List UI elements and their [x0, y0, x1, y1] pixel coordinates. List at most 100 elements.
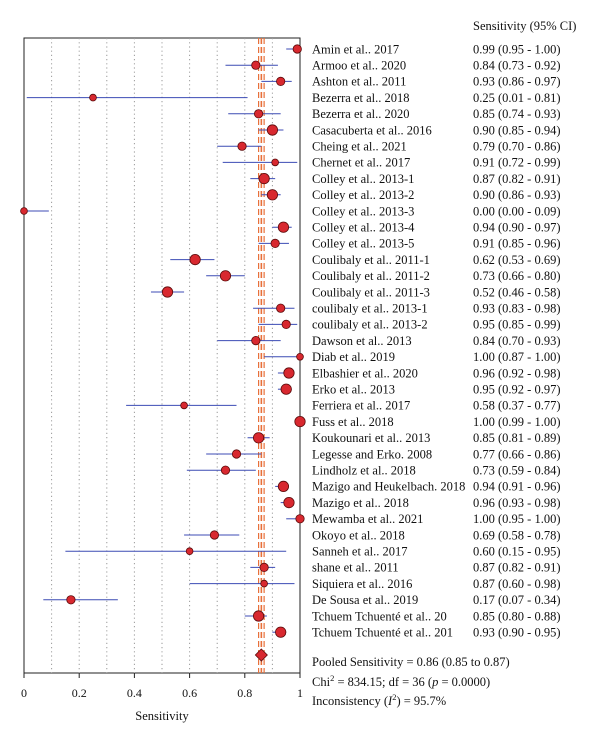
study-point	[231, 449, 242, 459]
study-point	[66, 595, 76, 605]
study-ci-value: 0.17 (0.07 - 0.34)	[473, 593, 561, 607]
study-point	[275, 626, 287, 638]
study-name: De Sousa et al.. 2019	[312, 593, 418, 607]
study-point	[251, 60, 261, 70]
study-ci-value: 1.00 (0.95 - 1.00)	[473, 512, 561, 526]
study-ci-value: 0.84 (0.73 - 0.92)	[473, 59, 561, 73]
study-ci-value: 0.95 (0.85 - 0.99)	[473, 318, 561, 332]
study-ci-value: 1.00 (0.87 - 1.00)	[473, 350, 561, 364]
study-ci-value: 0.95 (0.92 - 0.97)	[473, 383, 561, 397]
study-name: Colley et al.. 2013-1	[312, 172, 414, 186]
study-point	[258, 173, 270, 185]
study-point	[259, 562, 269, 573]
study-name: Lindholz et al.. 2018	[312, 464, 416, 478]
study-labels: Amin et al.. 2017 0.99 (0.95 - 1.00) Armoo…	[312, 42, 561, 639]
study-point	[161, 286, 174, 298]
study-name: Bezerra et al.. 2018	[312, 91, 410, 105]
study-ci-value: 0.25 (0.01 - 0.81)	[473, 91, 561, 105]
summary-line: Chi2 = 834.15; df = 36 (p = 0.0000)	[312, 673, 490, 689]
study-name: Tchuem Tchuenté et al.. 20	[312, 609, 447, 623]
study-point	[266, 124, 278, 136]
study-name: Erko et al.. 2013	[312, 383, 395, 397]
study-name: Legesse and Erko. 2008	[312, 447, 432, 461]
study-point	[219, 270, 232, 282]
study-ci-value: 0.93 (0.90 - 0.95)	[473, 626, 561, 640]
x-tick-label: 1	[297, 686, 303, 700]
study-name: Colley et al.. 2013-2	[312, 188, 414, 202]
study-point	[209, 530, 220, 540]
study-ci-value: 0.69 (0.58 - 0.78)	[473, 528, 561, 542]
study-ci-value: 0.87 (0.60 - 0.98)	[473, 577, 561, 591]
study-name: Koukounari et al.. 2013	[312, 431, 430, 445]
study-ci-value: 0.90 (0.85 - 0.94)	[473, 123, 561, 137]
study-name: Ferriera et al.. 2017	[312, 399, 410, 413]
study-point	[253, 432, 265, 444]
x-tick-label: 0.2	[72, 686, 87, 700]
study-name: Cheing et al.. 2021	[312, 140, 407, 154]
study-point	[271, 158, 279, 167]
study-ci-value: 0.58 (0.37 - 0.77)	[473, 399, 561, 413]
study-point	[276, 303, 286, 313]
study-point	[280, 383, 292, 395]
study-name: Sanneh et al.. 2017	[312, 545, 407, 559]
study-ci-value: 0.00 (0.00 - 0.09)	[473, 204, 561, 218]
summary-statistics: Pooled Sensitivity = 0.86 (0.85 to 0.87)…	[312, 655, 510, 708]
x-tick-label: 0.8	[237, 686, 252, 700]
study-name: Coulibaly et al.. 2011-3	[312, 285, 430, 299]
study-ci-value: 0.94 (0.91 - 0.96)	[473, 480, 561, 494]
study-marks	[20, 44, 306, 662]
study-ci-value: 0.62 (0.53 - 0.69)	[473, 253, 561, 267]
study-ci-value: 0.99 (0.95 - 1.00)	[473, 42, 561, 56]
study-ci-value: 0.96 (0.92 - 0.98)	[473, 366, 561, 380]
pooled-reference-lines	[258, 38, 265, 673]
study-point	[254, 109, 264, 119]
sensitivity-ci-header: Sensitivity (95% CI)	[473, 19, 576, 33]
x-tick-label: 0.4	[127, 686, 142, 700]
study-point	[277, 480, 290, 492]
study-ci-value: 0.73 (0.66 - 0.80)	[473, 269, 561, 283]
study-point	[237, 141, 247, 151]
study-name: Bezerra et al.. 2020	[312, 107, 410, 121]
study-name: Mazigo et al.. 2018	[312, 496, 409, 510]
study-name: Chernet et al.. 2017	[312, 156, 410, 170]
summary-line: Pooled Sensitivity = 0.86 (0.85 to 0.87)	[312, 655, 510, 669]
study-point	[296, 352, 304, 361]
study-name: Fuss et al.. 2018	[312, 415, 394, 429]
study-ci-value: 0.84 (0.70 - 0.93)	[473, 334, 561, 348]
study-point	[270, 238, 280, 248]
study-point	[185, 547, 194, 555]
study-name: coulibaly et al.. 2013-2	[312, 318, 428, 332]
x-axis-label: Sensitivity	[135, 709, 189, 723]
study-ci-value: 0.93 (0.83 - 0.98)	[473, 302, 561, 316]
study-ci-value: 0.90 (0.86 - 0.93)	[473, 188, 561, 202]
study-ci-value: 0.85 (0.81 - 0.89)	[473, 431, 561, 445]
study-name: Elbashier et al.. 2020	[312, 366, 418, 380]
study-name: shane et al.. 2011	[312, 561, 399, 575]
study-ci-value: 0.87 (0.82 - 0.91)	[473, 561, 561, 575]
study-name: Colley et al.. 2013-3	[312, 204, 414, 218]
study-ci-value: 1.00 (0.99 - 1.00)	[473, 415, 561, 429]
study-ci-value: 0.79 (0.70 - 0.86)	[473, 140, 561, 154]
study-ci-value: 0.96 (0.93 - 0.98)	[473, 496, 561, 510]
study-name: Diab et al.. 2019	[312, 350, 395, 364]
study-point	[189, 254, 201, 266]
study-point	[294, 415, 306, 428]
study-ci-value: 0.73 (0.59 - 0.84)	[473, 464, 561, 478]
study-point	[20, 207, 28, 215]
x-tick-label: 0.6	[182, 686, 197, 700]
study-ci-value: 0.77 (0.66 - 0.86)	[473, 447, 561, 461]
study-ci-value: 0.94 (0.90 - 0.97)	[473, 221, 561, 235]
pooled-diamond	[254, 648, 268, 662]
study-point	[276, 76, 286, 87]
study-ci-value: 0.52 (0.46 - 0.58)	[473, 285, 561, 299]
study-point	[260, 579, 268, 588]
summary-line: Inconsistency (I2) = 95.7%	[312, 692, 446, 708]
study-point	[283, 367, 295, 379]
study-name: Colley et al.. 2013-5	[312, 237, 414, 251]
x-axis-ticks: 0 0.2 0.4 0.6 0.8 1	[21, 673, 303, 700]
study-name: Okoyo et al.. 2018	[312, 528, 405, 542]
study-name: Siquiera et al.. 2016	[312, 577, 412, 591]
study-point	[281, 319, 291, 329]
study-name: Armoo et al.. 2020	[312, 59, 406, 73]
